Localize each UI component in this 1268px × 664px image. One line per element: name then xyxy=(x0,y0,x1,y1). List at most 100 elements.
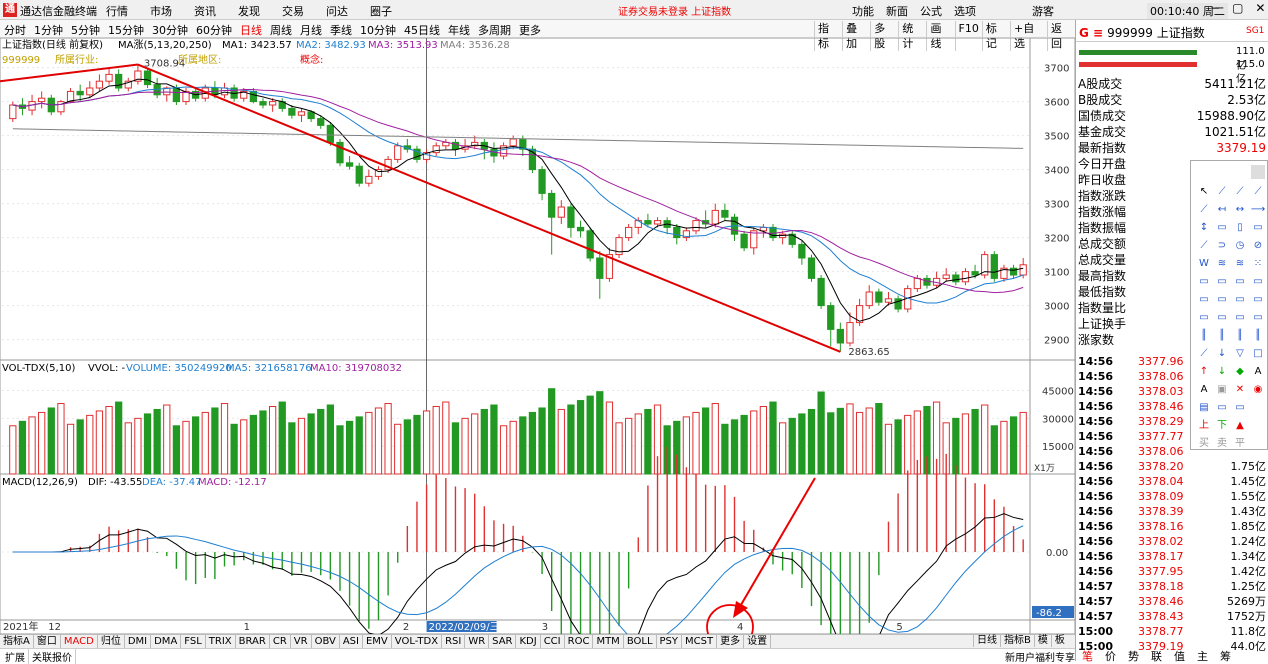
draw-tool-icon[interactable]: ▲ xyxy=(1236,420,1244,431)
volume-bar[interactable] xyxy=(355,416,363,475)
indicator-tab[interactable]: TRIX xyxy=(206,635,236,648)
volume-bar[interactable] xyxy=(596,391,604,475)
menu-item[interactable]: 市场 xyxy=(150,5,172,18)
chart-tool-button[interactable]: 返回 xyxy=(1046,21,1075,51)
candle-body[interactable] xyxy=(875,291,883,303)
login-notice[interactable]: 证券交易未登录 上证指数 xyxy=(618,7,732,18)
volume-bar[interactable] xyxy=(682,416,691,475)
candle-body[interactable] xyxy=(240,90,248,99)
volume-bar[interactable] xyxy=(961,413,970,475)
candle-body[interactable] xyxy=(259,101,267,106)
draw-tool-icon[interactable]: ⊘ xyxy=(1253,240,1263,251)
candle-body[interactable] xyxy=(1000,267,1008,279)
candle-body[interactable] xyxy=(538,169,546,194)
indicator-tab[interactable]: MTM xyxy=(593,635,624,648)
volume-bar[interactable] xyxy=(904,414,912,475)
indicator-tab[interactable]: DMI xyxy=(125,635,152,648)
draw-tool-icon[interactable]: ▽ xyxy=(1236,348,1244,359)
chart-tool-button[interactable]: 叠加 xyxy=(842,21,870,51)
volume-bar[interactable] xyxy=(57,403,65,475)
draw-tool-icon[interactable]: ▭ xyxy=(1253,222,1263,233)
candle-body[interactable] xyxy=(297,111,306,116)
volume-bar[interactable] xyxy=(384,403,392,475)
volume-bar[interactable] xyxy=(201,411,209,475)
draw-tool-icon[interactable]: ↕ xyxy=(1199,222,1209,233)
candle-body[interactable] xyxy=(615,237,623,256)
right-menu-item[interactable]: 公式 xyxy=(920,5,942,18)
indicator-right-tab[interactable]: 模 xyxy=(1033,634,1051,647)
volume-bar[interactable] xyxy=(403,419,411,475)
candle-body[interactable] xyxy=(971,271,979,276)
tick-row[interactable]: 14:56 3377.96 xyxy=(1076,354,1268,369)
volume-bar[interactable] xyxy=(721,423,729,475)
tick-row[interactable]: 14:57 3378.46 5269万 xyxy=(1076,594,1268,609)
menu-item[interactable]: 发现 xyxy=(238,5,260,18)
candle-body[interactable] xyxy=(567,206,575,228)
volume-bar[interactable] xyxy=(105,405,113,475)
draw-tool-icon[interactable]: ↖ xyxy=(1199,186,1209,197)
draw-tool-icon[interactable]: ✕ xyxy=(1235,384,1245,395)
period-tab[interactable]: 45日线 xyxy=(404,24,440,37)
draw-tool-icon[interactable] xyxy=(1249,435,1267,453)
candle-body[interactable] xyxy=(586,230,594,259)
volume-bar[interactable] xyxy=(1009,416,1018,475)
candle-body[interactable] xyxy=(1019,264,1027,276)
draw-tool-icon[interactable]: ▣ xyxy=(1217,384,1227,395)
draw-tool-icon[interactable]: ▭ xyxy=(1199,276,1209,287)
tick-row[interactable]: 14:56 3378.06 xyxy=(1076,369,1268,384)
candle-body[interactable] xyxy=(355,165,363,184)
draw-tool-icon[interactable]: ≋ xyxy=(1217,258,1227,269)
draw-tool-icon[interactable]: ║ xyxy=(1236,330,1244,341)
candle-body[interactable] xyxy=(913,277,921,290)
tick-row[interactable]: 14:56 3378.09 1.55亿 xyxy=(1076,489,1268,504)
draw-tool-icon[interactable]: □ xyxy=(1253,348,1263,359)
volume-bar[interactable] xyxy=(990,425,998,475)
candle-body[interactable] xyxy=(788,233,796,245)
volume-bar[interactable] xyxy=(894,419,902,475)
indicator-tab[interactable]: VOL-TDX xyxy=(392,635,443,648)
draw-tool-icon[interactable]: ▭ xyxy=(1253,276,1263,287)
right-menu-item[interactable]: 功能 xyxy=(852,5,874,18)
candle-body[interactable] xyxy=(86,87,94,96)
volume-bar[interactable] xyxy=(625,417,633,475)
indicator-tab[interactable]: FSL xyxy=(181,635,206,648)
volume-bar[interactable] xyxy=(827,412,835,475)
candle-body[interactable] xyxy=(95,80,104,89)
tick-row[interactable]: 14:56 3378.16 1.85亿 xyxy=(1076,519,1268,534)
volume-bar[interactable] xyxy=(47,407,55,475)
candle-body[interactable] xyxy=(134,70,142,82)
volume-bar[interactable] xyxy=(461,417,469,475)
volume-bar[interactable] xyxy=(490,404,498,475)
candle-body[interactable] xyxy=(548,192,556,218)
user-label[interactable]: 游客 xyxy=(1032,5,1054,18)
candle-body[interactable] xyxy=(143,70,152,86)
panel-tab[interactable]: 筹 xyxy=(1220,650,1231,663)
indicator-tab[interactable]: 更多 xyxy=(717,635,745,648)
candle-body[interactable] xyxy=(384,158,392,171)
indicator-tab[interactable]: VR xyxy=(291,635,312,648)
candle-body[interactable] xyxy=(644,220,652,225)
volume-bar[interactable] xyxy=(576,400,585,475)
volume-bar[interactable] xyxy=(163,404,171,475)
candle-body[interactable] xyxy=(105,73,113,82)
draw-tool-icon[interactable]: ⟋ xyxy=(1236,186,1244,197)
period-tab[interactable]: 15分钟 xyxy=(108,24,144,37)
period-right-label[interactable]: 日线 xyxy=(973,634,1000,647)
draw-tool-icon[interactable]: A xyxy=(1254,366,1262,377)
period-tab[interactable]: 更多 xyxy=(519,24,541,37)
indicator-tab[interactable]: SAR xyxy=(489,635,517,648)
indicator-tab[interactable]: ROC xyxy=(565,635,594,648)
candle-body[interactable] xyxy=(326,124,334,143)
indicator-tab[interactable]: PSY xyxy=(657,635,683,648)
draw-tool-icon[interactable]: ▭ xyxy=(1235,312,1245,323)
draw-tool-icon[interactable]: ⟶ xyxy=(1250,204,1266,215)
draw-tool-icon[interactable] xyxy=(1249,417,1267,435)
volume-bar[interactable] xyxy=(66,423,75,475)
indicator-tab[interactable]: 指标A xyxy=(0,635,34,648)
period-tab[interactable]: 30分钟 xyxy=(152,24,188,37)
candle-body[interactable] xyxy=(249,90,258,103)
volume-bar[interactable] xyxy=(326,404,334,475)
volume-bar[interactable] xyxy=(172,425,181,475)
tick-row[interactable]: 14:56 3377.77 xyxy=(1076,429,1268,444)
candle-body[interactable] xyxy=(990,254,998,279)
